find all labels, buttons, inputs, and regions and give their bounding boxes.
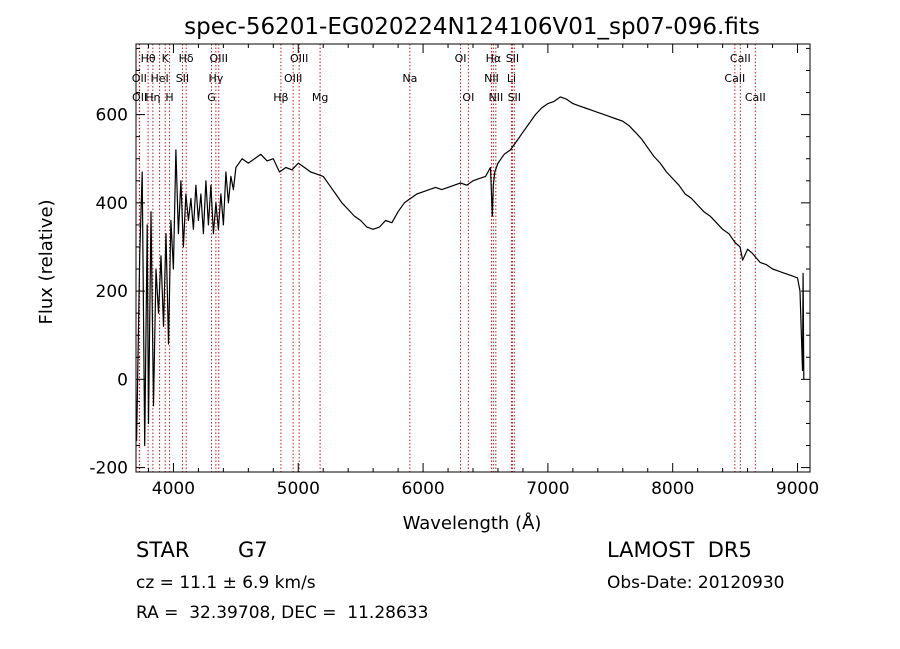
x-axis: 4000 5000 6000 7000 8000 9000 <box>147 44 819 499</box>
y-tick-label: 200 <box>96 282 128 302</box>
x-tick-label: 4000 <box>152 479 195 499</box>
redshift-text: cz = 11.1 ± 6.9 km/s <box>136 573 316 593</box>
line-label: Hη <box>145 91 160 104</box>
y-tick-label: 400 <box>96 194 128 214</box>
line-label: CaII <box>745 91 766 104</box>
line-label: Mg <box>312 91 328 104</box>
line-label: Li <box>507 72 516 85</box>
line-label: K <box>162 52 170 65</box>
y-tick-label: -200 <box>89 459 128 479</box>
y-axis: -200 0 200 400 600 <box>89 47 810 479</box>
line-label: Hα <box>486 52 502 65</box>
line-label: OI <box>462 91 474 104</box>
line-label: OIII <box>210 52 228 65</box>
line-label: Hδ <box>179 52 194 65</box>
line-label: Hθ <box>141 52 156 65</box>
chart-title: spec-56201-EG020224N124106V01_sp07-096.f… <box>184 14 760 40</box>
line-label: SII <box>506 52 519 65</box>
x-axis-label: Wavelength (Å) <box>403 512 542 534</box>
line-label: Na <box>402 72 417 85</box>
line-label: SII <box>176 72 189 85</box>
line-label: HeI <box>150 72 168 85</box>
line-label: OIII <box>284 72 302 85</box>
x-tick-label: 5000 <box>277 479 320 499</box>
line-label: Hβ <box>273 91 288 104</box>
line-label: NII <box>488 91 503 104</box>
survey-name: LAMOST DR5 <box>607 538 752 562</box>
line-label: NII <box>484 72 499 85</box>
y-tick-label: 600 <box>96 106 128 126</box>
x-tick-label: 8000 <box>651 479 694 499</box>
line-label: CaII <box>730 52 751 65</box>
x-tick-label: 6000 <box>401 479 444 499</box>
spectrum-series-line <box>136 96 805 447</box>
line-label: OII <box>132 72 147 85</box>
y-tick-label: 0 <box>117 370 128 390</box>
line-label: G <box>207 91 216 104</box>
object-subclass: G7 <box>238 538 268 562</box>
line-label: SII <box>508 91 521 104</box>
observation-date: Obs-Date: 20120930 <box>607 573 785 593</box>
y-axis-label: Flux (relative) <box>36 199 57 324</box>
x-tick-label: 9000 <box>776 479 819 499</box>
plot-frame <box>135 43 811 473</box>
line-label: Hγ <box>208 72 223 85</box>
line-label: OI <box>455 52 467 65</box>
line-label: CaII <box>724 72 745 85</box>
coordinates-text: RA = 32.39708, DEC = 11.28633 <box>136 603 429 623</box>
line-label: H <box>165 91 173 104</box>
line-label: OIII <box>290 52 308 65</box>
object-class: STAR <box>136 538 190 562</box>
x-tick-label: 7000 <box>526 479 569 499</box>
emission-line-markers <box>138 44 756 472</box>
